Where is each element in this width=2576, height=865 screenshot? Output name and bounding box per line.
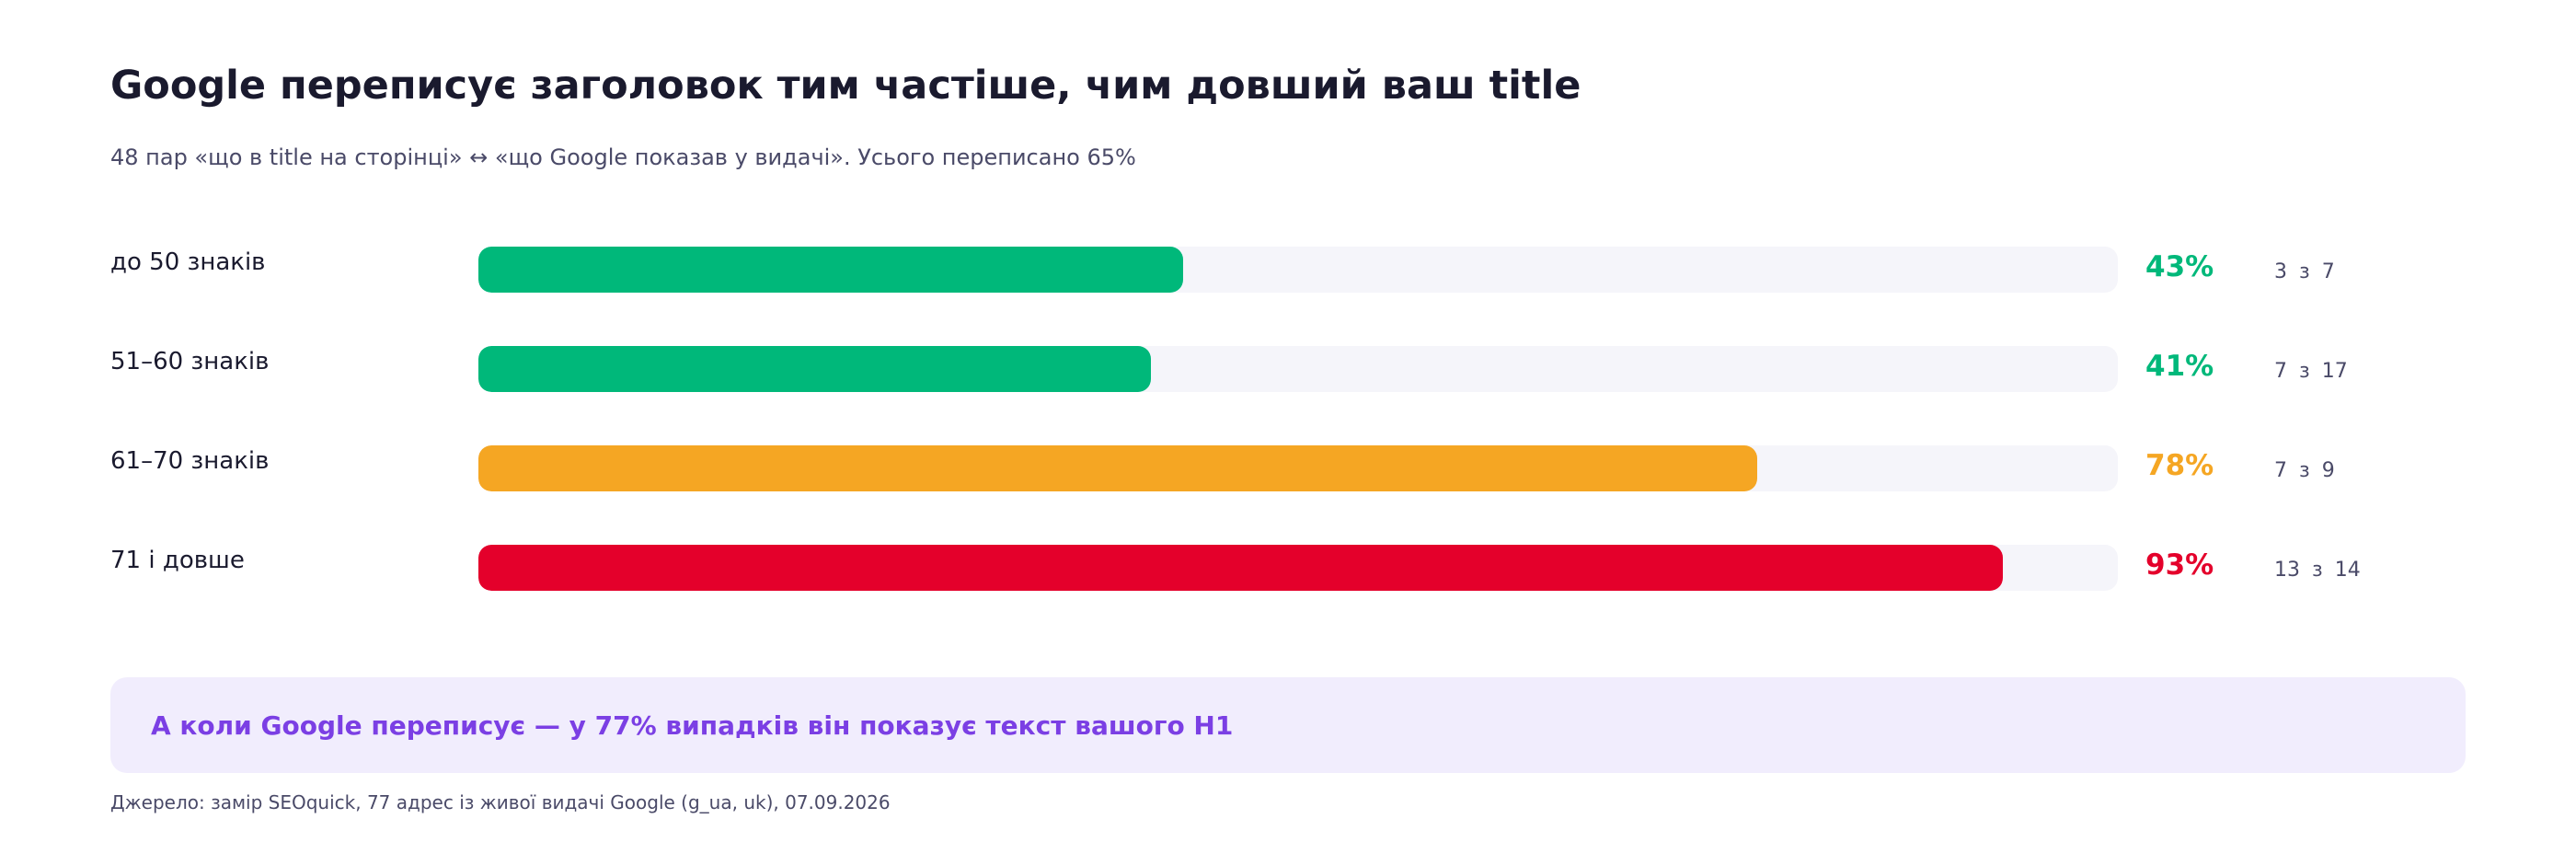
value-label: 78% — [2145, 449, 2214, 482]
count-total: 7 — [2321, 260, 2335, 283]
count-rewritten: 7 — [2274, 459, 2287, 482]
category-label: до 50 знаків — [110, 248, 266, 276]
value-label: 41% — [2145, 350, 2214, 383]
chart-subtitle: 48 пар «що в title на сторінці» ↔ «що Go… — [110, 144, 1136, 170]
bar-row: 61–70 знаків 78% 7 з 9 — [0, 445, 2576, 491]
count-rewritten: 3 — [2274, 260, 2287, 283]
bar — [478, 346, 1151, 392]
bar-track — [478, 346, 2118, 392]
count-label: 7 з 17 — [2274, 360, 2348, 383]
category-label: 61–70 знаків — [110, 447, 270, 475]
count-sep: з — [2299, 260, 2310, 283]
bar-row: до 50 знаків 43% 3 з 7 — [0, 247, 2576, 293]
count-label: 7 з 9 — [2274, 459, 2335, 482]
count-total: 17 — [2321, 360, 2348, 383]
source-note: Джерело: замір SEOquick, 77 адрес із жив… — [110, 791, 891, 813]
count-sep: з — [2299, 360, 2310, 383]
count-rewritten: 7 — [2274, 360, 2287, 383]
count-label: 13 з 14 — [2274, 559, 2361, 582]
count-sep: з — [2299, 459, 2310, 482]
bar-row: 51–60 знаків 41% 7 з 17 — [0, 346, 2576, 392]
count-total: 9 — [2321, 459, 2335, 482]
bar-track — [478, 445, 2118, 491]
bar — [478, 247, 1184, 293]
value-label: 93% — [2145, 548, 2214, 582]
count-rewritten: 13 — [2274, 559, 2300, 582]
h1-callout: А коли Google переписує — у 77% випадків… — [110, 677, 2466, 773]
bar-track — [478, 545, 2118, 591]
bar — [478, 445, 1757, 491]
count-label: 3 з 7 — [2274, 260, 2335, 283]
category-label: 71 і довше — [110, 547, 245, 574]
callout-text: А коли Google переписує — у 77% випадків… — [151, 710, 1234, 741]
bar-row: 71 і довше 93% 13 з 14 — [0, 545, 2576, 591]
value-label: 43% — [2145, 250, 2214, 283]
category-label: 51–60 знаків — [110, 348, 270, 375]
chart-title: Google переписує заголовок тим частіше, … — [110, 63, 1581, 109]
bar — [478, 545, 2004, 591]
count-total: 14 — [2334, 559, 2361, 582]
bar-track — [478, 247, 2118, 293]
count-sep: з — [2312, 559, 2323, 582]
